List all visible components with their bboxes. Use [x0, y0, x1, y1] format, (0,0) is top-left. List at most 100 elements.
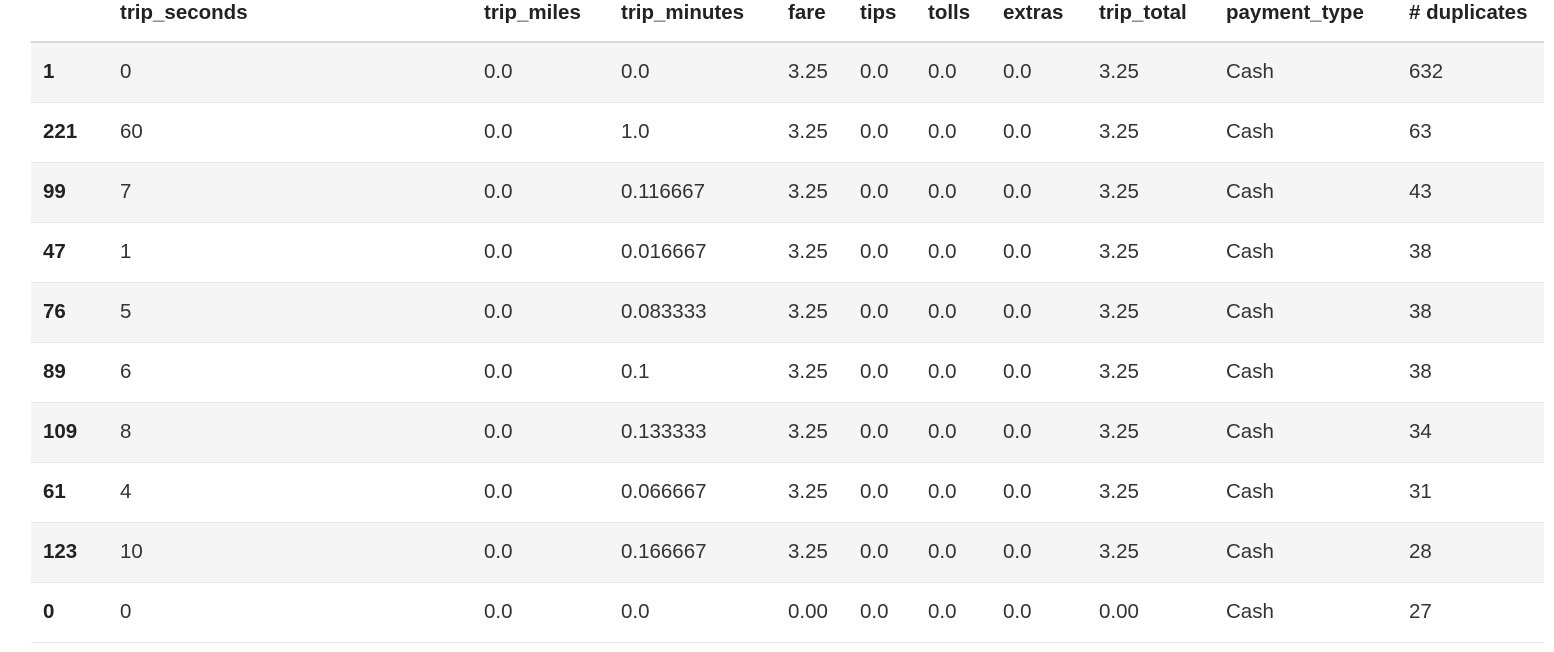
cell-fare: 3.25	[788, 300, 828, 323]
table-header: trip_seconds trip_miles trip_minutes far…	[31, 0, 1544, 42]
cell-trip-minutes: 0.0	[621, 600, 650, 623]
column-header-trip-minutes: trip_minutes	[621, 1, 745, 24]
row-index: 0	[43, 600, 55, 623]
cell-duplicates: 63	[1409, 120, 1432, 143]
cell-trip-miles: 0.0	[484, 540, 513, 563]
cell-extras: 0.0	[1003, 480, 1032, 503]
cell-fare: 3.25	[788, 540, 828, 563]
cell-payment-type: Cash	[1226, 480, 1274, 503]
row-index: 61	[43, 480, 66, 503]
cell-trip-seconds: 1	[120, 240, 132, 263]
cell-duplicates: 34	[1409, 420, 1432, 443]
cell-payment-type: Cash	[1226, 420, 1274, 443]
dataframe-output: trip_seconds trip_miles trip_minutes far…	[31, 0, 1554, 643]
cell-fare: 3.25	[788, 120, 828, 143]
column-header-duplicates: # duplicates	[1409, 1, 1528, 24]
cell-extras: 0.0	[1003, 60, 1032, 84]
cell-trip-minutes: 0.1	[621, 360, 650, 383]
cell-duplicates: 38	[1409, 240, 1432, 263]
cell-trip-total: 3.25	[1099, 300, 1139, 323]
cell-trip-miles: 0.0	[484, 420, 513, 443]
cell-extras: 0.0	[1003, 300, 1032, 323]
cell-tolls: 0.0	[928, 240, 957, 263]
cell-tolls: 0.0	[928, 120, 957, 143]
row-index: 76	[43, 300, 66, 323]
cell-trip-total: 0.00	[1099, 600, 1139, 623]
table-row: 1 0 0.0 0.0 3.25 0.0 0.0 0.0 3.25 Cash 632	[31, 42, 1544, 102]
table-row: 99 7 0.0 0.116667 3.25 0.0 0.0 0.0 3.25 Cash 43	[31, 162, 1544, 222]
cell-fare: 3.25	[788, 180, 828, 203]
row-index: 221	[43, 120, 78, 143]
cell-tolls: 0.0	[928, 480, 957, 503]
row-index: 123	[43, 540, 78, 563]
cell-duplicates: 38	[1409, 300, 1432, 323]
cell-payment-type: Cash	[1226, 180, 1274, 203]
column-header-fare: fare	[788, 1, 826, 24]
cell-payment-type: Cash	[1226, 540, 1274, 563]
cell-trip-minutes: 0.133333	[621, 420, 707, 443]
column-header-trip-total: trip_total	[1099, 1, 1187, 24]
table-row: 47 1 0.0 0.016667 3.25 0.0 0.0 0.0 3.25 Cash 38	[31, 222, 1544, 282]
cell-duplicates: 38	[1409, 360, 1432, 383]
cell-trip-miles: 0.0	[484, 180, 513, 203]
table-row: 89 6 0.0 0.1 3.25 0.0 0.0 0.0 3.25 Cash 38	[31, 342, 1544, 402]
cell-trip-seconds: 0	[120, 600, 132, 623]
cell-trip-seconds: 0	[120, 60, 132, 84]
cell-fare: 3.25	[788, 420, 828, 443]
column-header-tips: tips	[860, 1, 897, 24]
cell-extras: 0.0	[1003, 600, 1032, 623]
cell-trip-total: 3.25	[1099, 240, 1139, 263]
cell-payment-type: Cash	[1226, 600, 1274, 623]
cell-tips: 0.0	[860, 420, 889, 443]
cell-tolls: 0.0	[928, 600, 957, 623]
cell-trip-miles: 0.0	[484, 300, 513, 323]
cell-trip-minutes: 0.116667	[621, 180, 705, 203]
dataframe-table: trip_seconds trip_miles trip_minutes far…	[31, 0, 1544, 643]
row-index: 99	[43, 180, 66, 203]
cell-extras: 0.0	[1003, 420, 1032, 443]
cell-duplicates: 27	[1409, 600, 1432, 623]
cell-tips: 0.0	[860, 480, 889, 503]
cell-tolls: 0.0	[928, 420, 957, 443]
cell-trip-total: 3.25	[1099, 180, 1139, 203]
header-row: trip_seconds trip_miles trip_minutes far…	[31, 0, 1544, 42]
cell-tolls: 0.0	[928, 540, 957, 563]
cell-trip-total: 3.25	[1099, 60, 1139, 84]
cell-duplicates: 28	[1409, 540, 1432, 563]
cell-tips: 0.0	[860, 240, 889, 263]
cell-trip-miles: 0.0	[484, 60, 513, 84]
column-header-trip-miles: trip_miles	[484, 1, 581, 24]
cell-payment-type: Cash	[1226, 60, 1274, 84]
cell-trip-minutes: 0.0	[621, 60, 650, 84]
cell-tips: 0.0	[860, 180, 889, 203]
cell-fare: 3.25	[788, 60, 828, 84]
cell-trip-miles: 0.0	[484, 240, 513, 263]
cell-duplicates: 632	[1409, 60, 1444, 84]
cell-duplicates: 43	[1409, 180, 1432, 203]
column-header-extras: extras	[1003, 1, 1064, 24]
cell-trip-miles: 0.0	[484, 120, 513, 143]
cell-trip-total: 3.25	[1099, 480, 1139, 503]
table-body: 1 0 0.0 0.0 3.25 0.0 0.0 0.0 3.25 Cash 632 221 60 0.0…	[31, 42, 1544, 642]
cell-duplicates: 31	[1409, 480, 1432, 503]
cell-fare: 0.00	[788, 600, 828, 623]
row-index: 1	[43, 60, 55, 84]
cell-payment-type: Cash	[1226, 360, 1274, 383]
index-column-header	[31, 0, 108, 42]
cell-extras: 0.0	[1003, 120, 1032, 143]
cell-trip-seconds: 60	[120, 120, 143, 143]
table-row: 61 4 0.0 0.066667 3.25 0.0 0.0 0.0 3.25 Cash 31	[31, 462, 1544, 522]
cell-trip-miles: 0.0	[484, 360, 513, 383]
cell-trip-total: 3.25	[1099, 360, 1139, 383]
cell-tolls: 0.0	[928, 300, 957, 323]
column-header-payment-type: payment_type	[1226, 1, 1364, 24]
row-index: 89	[43, 360, 66, 383]
cell-trip-seconds: 7	[120, 180, 132, 203]
row-index: 47	[43, 240, 66, 263]
cell-payment-type: Cash	[1226, 120, 1274, 143]
cell-trip-minutes: 0.066667	[621, 480, 707, 503]
cell-trip-miles: 0.0	[484, 480, 513, 503]
cell-extras: 0.0	[1003, 240, 1032, 263]
cell-trip-total: 3.25	[1099, 540, 1139, 563]
cell-tips: 0.0	[860, 540, 889, 563]
